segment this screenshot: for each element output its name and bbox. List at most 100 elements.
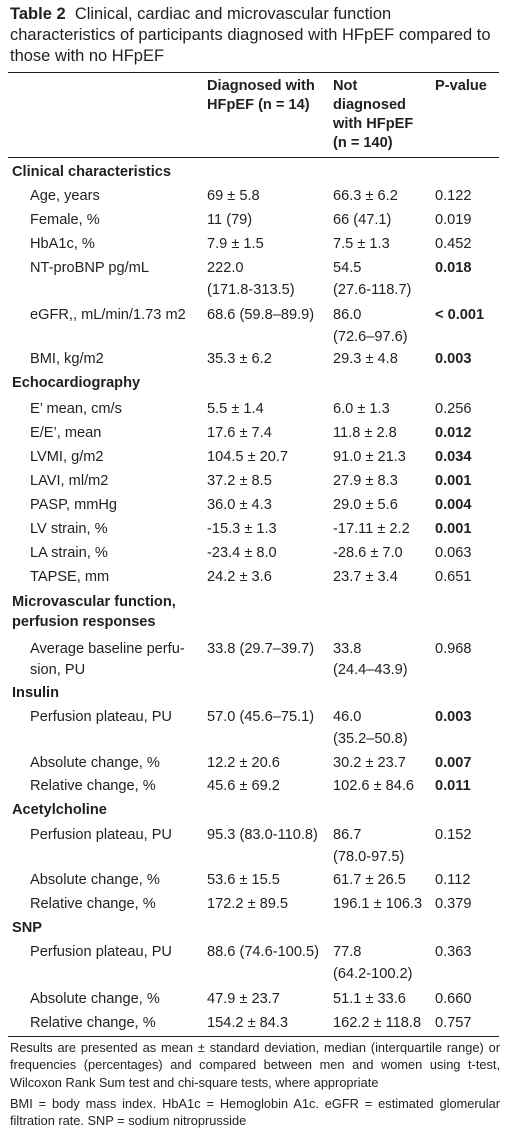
cell-p-value: < 0.001 bbox=[435, 307, 485, 323]
cell-p-value: 0.001 bbox=[435, 473, 472, 489]
col-header-hfpef-line1: Diagnosed with bbox=[207, 78, 315, 94]
cell-p-value: 0.003 bbox=[435, 709, 472, 725]
cell-p-value: 0.007 bbox=[435, 755, 472, 771]
cell-no-hfpef: 27.9 ± 8.3 bbox=[333, 473, 398, 489]
row-label-cont: sion, PU bbox=[30, 662, 86, 678]
cell-no-hfpef: 51.1 ± 33.6 bbox=[333, 991, 406, 1007]
table-label: Table 2 bbox=[10, 5, 66, 23]
cell-p-value: 0.019 bbox=[435, 212, 472, 228]
section-snp: SNP bbox=[12, 920, 43, 936]
table-caption-text: Clinical, cardiac and microvascular func… bbox=[10, 5, 491, 65]
row-label: LV strain, % bbox=[30, 521, 108, 537]
row-label: Perfusion plateau, PU bbox=[30, 827, 172, 843]
footnote-methods: Results are presented as mean ± standard… bbox=[10, 1040, 500, 1090]
cell-hfpef: 24.2 ± 3.6 bbox=[207, 569, 272, 585]
col-header-p-value: P-value bbox=[435, 78, 487, 94]
cell-hfpef: 7.9 ± 1.5 bbox=[207, 236, 264, 252]
col-header-no-hfpef-line1: Not bbox=[333, 78, 358, 94]
cell-no-hfpef: 77.8 bbox=[333, 944, 362, 960]
cell-no-hfpef: 61.7 ± 26.5 bbox=[333, 872, 406, 888]
cell-no-hfpef: 23.7 ± 3.4 bbox=[333, 569, 398, 585]
cell-hfpef: 33.8 (29.7–39.7) bbox=[207, 641, 315, 657]
cell-p-value: 0.034 bbox=[435, 449, 472, 465]
section-insulin: Insulin bbox=[12, 685, 60, 701]
cell-p-value: 0.256 bbox=[435, 401, 472, 417]
cell-p-value: 0.122 bbox=[435, 188, 472, 204]
cell-no-hfpef: 29.3 ± 4.8 bbox=[333, 351, 398, 367]
cell-no-hfpef: -17.11 ± 2.2 bbox=[333, 521, 410, 537]
cell-no-hfpef: 66.3 ± 6.2 bbox=[333, 188, 398, 204]
cell-p-value: 0.063 bbox=[435, 545, 472, 561]
cell-no-hfpef: 102.6 ± 84.6 bbox=[333, 778, 415, 794]
section-acetylcholine: Acetylcholine bbox=[12, 802, 107, 818]
row-label: BMI, kg/m2 bbox=[30, 351, 104, 367]
row-label: E’ mean, cm/s bbox=[30, 401, 122, 417]
row-label: Relative change, % bbox=[30, 1015, 156, 1031]
cell-hfpef: 17.6 ± 7.4 bbox=[207, 425, 272, 441]
cell-hfpef: -15.3 ± 1.3 bbox=[207, 521, 277, 537]
col-header-no-hfpef-line4: (n = 140) bbox=[333, 135, 393, 151]
cell-no-hfpef-range: (27.6-118.7) bbox=[333, 282, 412, 298]
cell-p-value: 0.001 bbox=[435, 521, 472, 537]
cell-no-hfpef: 54.5 bbox=[333, 260, 362, 276]
col-header-hfpef-line2: HFpEF (n = 14) bbox=[207, 97, 310, 113]
cell-hfpef: 104.5 ± 20.7 bbox=[207, 449, 289, 465]
cell-no-hfpef-range: (72.6–97.6) bbox=[333, 329, 408, 345]
row-label: LA strain, % bbox=[30, 545, 108, 561]
section-clinical: Clinical characteristics bbox=[12, 164, 171, 180]
cell-p-value: 0.660 bbox=[435, 991, 472, 1007]
section-echocardiography: Echocardiography bbox=[12, 375, 141, 391]
cell-no-hfpef: 29.0 ± 5.6 bbox=[333, 497, 398, 513]
row-label: Female, % bbox=[30, 212, 100, 228]
top-rule bbox=[8, 72, 499, 73]
cell-no-hfpef-range: (64.2-100.2) bbox=[333, 966, 413, 982]
row-label: LAVI, ml/m2 bbox=[30, 473, 109, 489]
cell-p-value: 0.757 bbox=[435, 1015, 472, 1031]
cell-hfpef: 5.5 ± 1.4 bbox=[207, 401, 264, 417]
row-label: Perfusion plateau, PU bbox=[30, 709, 172, 725]
cell-p-value: 0.379 bbox=[435, 896, 472, 912]
cell-no-hfpef: 30.2 ± 23.7 bbox=[333, 755, 406, 771]
cell-p-value: 0.112 bbox=[435, 872, 471, 888]
cell-p-value: 0.651 bbox=[435, 569, 472, 585]
section-microvascular-line1: Microvascular function, bbox=[12, 594, 176, 610]
row-label: Absolute change, % bbox=[30, 755, 160, 771]
cell-p-value: 0.968 bbox=[435, 641, 472, 657]
cell-hfpef: 47.9 ± 23.7 bbox=[207, 991, 280, 1007]
cell-hfpef: 88.6 (74.6-100.5) bbox=[207, 944, 319, 960]
table-caption: Table 2 Clinical, cardiac and microvascu… bbox=[10, 4, 500, 67]
cell-p-value: 0.363 bbox=[435, 944, 472, 960]
footnote-abbreviations: BMI = body mass index. HbA1c = Hemoglobi… bbox=[10, 1096, 500, 1129]
cell-p-value: 0.452 bbox=[435, 236, 472, 252]
cell-no-hfpef-range: (78.0-97.5) bbox=[333, 849, 405, 865]
cell-no-hfpef: 162.2 ± 118.8 bbox=[333, 1015, 422, 1031]
cell-hfpef: 68.6 (59.8–89.9) bbox=[207, 307, 315, 323]
cell-p-value: 0.003 bbox=[435, 351, 472, 367]
cell-hfpef: -23.4 ± 8.0 bbox=[207, 545, 277, 561]
row-label: LVMI, g/m2 bbox=[30, 449, 104, 465]
cell-no-hfpef: 33.8 bbox=[333, 641, 362, 657]
row-label: E/E’, mean bbox=[30, 425, 102, 441]
row-label: NT-proBNP pg/mL bbox=[30, 260, 149, 276]
bottom-rule bbox=[8, 1036, 499, 1037]
cell-p-value: 0.012 bbox=[435, 425, 472, 441]
cell-hfpef-range: (171.8-313.5) bbox=[207, 282, 295, 298]
row-label: Age, years bbox=[30, 188, 100, 204]
cell-no-hfpef: -28.6 ± 7.0 bbox=[333, 545, 403, 561]
col-header-no-hfpef-line2: diagnosed bbox=[333, 97, 406, 113]
section-microvascular-line2: perfusion responses bbox=[12, 614, 156, 630]
cell-hfpef: 154.2 ± 84.3 bbox=[207, 1015, 289, 1031]
cell-p-value: 0.152 bbox=[435, 827, 472, 843]
row-label: TAPSE, mm bbox=[30, 569, 110, 585]
row-label: HbA1c, % bbox=[30, 236, 95, 252]
cell-no-hfpef: 66 (47.1) bbox=[333, 212, 392, 228]
cell-p-value: 0.018 bbox=[435, 260, 472, 276]
cell-p-value: 0.004 bbox=[435, 497, 472, 513]
cell-no-hfpef: 11.8 ± 2.8 bbox=[333, 425, 397, 441]
cell-hfpef: 35.3 ± 6.2 bbox=[207, 351, 272, 367]
cell-no-hfpef: 86.0 bbox=[333, 307, 362, 323]
row-label: Absolute change, % bbox=[30, 991, 160, 1007]
row-label: Perfusion plateau, PU bbox=[30, 944, 172, 960]
cell-no-hfpef: 91.0 ± 21.3 bbox=[333, 449, 406, 465]
